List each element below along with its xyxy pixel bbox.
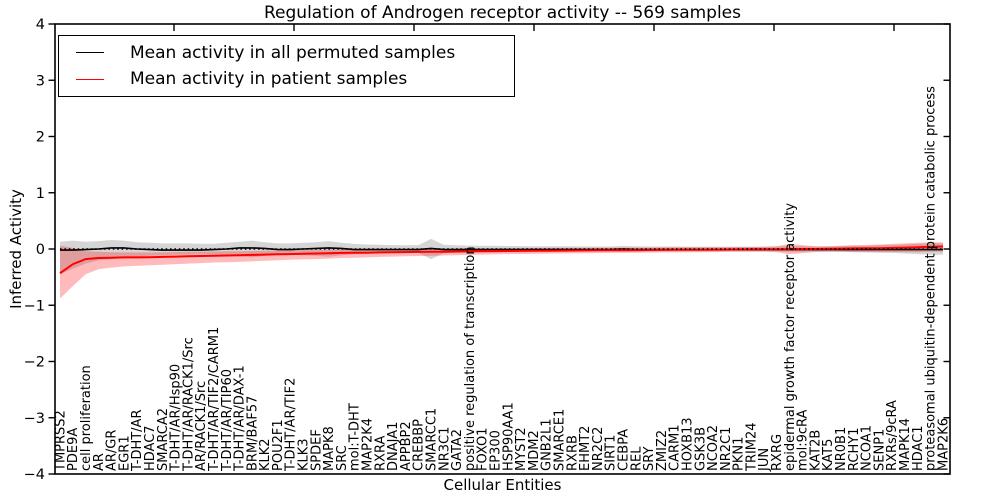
- x-tick-label: MAPK8: [322, 426, 337, 471]
- x-tick-label: GNB2L1: [540, 418, 555, 471]
- x-tick-label: mol:T-DHT: [348, 403, 363, 471]
- x-tick-label: RXRB: [565, 435, 580, 471]
- x-tick-label: MDM2: [527, 430, 542, 471]
- x-axis-label: Cellular Entities: [443, 476, 562, 494]
- x-tick-label: CEBPA: [617, 429, 632, 471]
- x-tick-label: TMPRSS2: [53, 410, 68, 472]
- x-tick-label: SPDEF: [309, 429, 324, 471]
- legend-label-permuted: Mean activity in all permuted samples: [130, 42, 456, 63]
- y-tick-label: 0: [36, 242, 45, 258]
- y-tick-label: 3: [36, 73, 45, 89]
- x-tick-label: AR: [92, 453, 107, 471]
- x-tick-label: ZMIZ2: [655, 430, 670, 471]
- x-tick-label: epidermal growth factor receptor activit…: [783, 203, 798, 471]
- x-tick-label: SMARCE1: [553, 409, 568, 471]
- x-tick-label: REL: [629, 446, 644, 471]
- x-tick-label: BRM/BAF57: [245, 396, 260, 471]
- x-tick-label: AR/RACK1/Src: [194, 381, 209, 471]
- x-tick-label: T-DHT/AR/TIF2: [284, 378, 299, 472]
- patient-line-swatch: [76, 78, 104, 80]
- y-tick-label: 4: [36, 17, 45, 33]
- x-tick-label: GSK3B: [693, 427, 708, 471]
- x-tick-label: MAP2K6: [936, 418, 951, 471]
- y-tick-label: 2: [36, 130, 45, 146]
- x-tick-label: T-DHT/AR/TIF2/CARM1: [207, 327, 222, 472]
- x-tick-label: MYST2: [514, 427, 529, 471]
- x-tick-label: RXRG: [770, 434, 785, 471]
- x-tick-label: T-DHT/AR/TIP60: [220, 369, 235, 472]
- y-tick-label: −4: [24, 467, 45, 483]
- patient-confidence-band: [60, 242, 943, 299]
- x-tick-label: SRY: [642, 447, 657, 471]
- chart-title: Regulation of Androgen receptor activity…: [264, 3, 741, 23]
- x-tick-label: T-DHT/AR/Hsp90: [169, 364, 184, 472]
- x-tick-label: DNAJA1: [386, 422, 401, 471]
- x-tick-label: PKN1: [732, 437, 747, 471]
- x-tick-label: SENP1: [872, 429, 887, 471]
- legend-entry-patient: Mean activity in patient samples: [59, 70, 514, 89]
- x-tick-label: POU2F1: [271, 419, 286, 471]
- x-tick-label: CREBBP: [412, 419, 427, 471]
- x-tick-label: SMARCA2: [156, 408, 171, 471]
- x-tick-label: T-DHT/AR/DAX-1: [233, 365, 248, 472]
- x-tick-label: HDAC1: [911, 425, 926, 471]
- x-tick-label: cell proliferation: [79, 365, 94, 471]
- x-tick-label: SMARCC1: [425, 408, 440, 471]
- y-axis-label: Inferred Activity: [7, 189, 25, 309]
- x-tick-label: EHMT2: [578, 426, 593, 471]
- x-tick-label: CARM1: [668, 425, 683, 472]
- x-tick-label: MAP2K4: [361, 418, 376, 471]
- x-tick-label: TRIM24: [744, 422, 759, 472]
- x-tick-label: KLK3: [297, 438, 312, 471]
- legend: Mean activity in all permuted samples Me…: [58, 35, 515, 97]
- x-tick-label: FOXO1: [476, 428, 491, 471]
- x-tick-label: HSP90AA1: [501, 402, 516, 471]
- x-tick-label: SIRT1: [604, 435, 619, 471]
- x-tick-label: proteasomal ubiquitin-dependent protein …: [924, 86, 939, 471]
- x-tick-label: NR0B1: [834, 427, 849, 471]
- x-tick-label: positive regulation of transcription: [463, 246, 478, 471]
- y-tick-label: −1: [24, 298, 45, 314]
- x-tick-label: NR2C2: [591, 427, 606, 471]
- x-tick-label: RXRA: [373, 436, 388, 471]
- x-tick-label: APPBP2: [399, 421, 414, 471]
- x-tick-label: RXRs/9cRA: [885, 400, 900, 471]
- permuted-line-swatch: [76, 52, 104, 54]
- x-tick-label: RCHY1: [847, 428, 862, 471]
- permuted-confidence-band: [60, 238, 943, 275]
- x-tick-label: NCOA1: [860, 425, 875, 471]
- x-tick-label: mol:9cRA: [796, 409, 811, 471]
- x-tick-label: MAPK14: [898, 418, 913, 471]
- x-tick-label: NR2C1: [719, 427, 734, 471]
- x-tick-label: KAT2B: [808, 430, 823, 471]
- x-tick-label: GATA2: [450, 429, 465, 471]
- x-tick-label: HOXB13: [681, 417, 696, 471]
- x-tick-label: PDE9A: [66, 428, 81, 471]
- x-tick-label: EP300: [489, 430, 504, 471]
- x-tick-label: EGR1: [117, 435, 132, 471]
- x-tick-label: JUN: [757, 448, 772, 472]
- x-tick-label: NR3C1: [437, 427, 452, 471]
- legend-label-patient: Mean activity in patient samples: [130, 68, 408, 89]
- y-tick-label: 1: [36, 186, 45, 202]
- x-tick-label: NCOA2: [706, 425, 721, 471]
- legend-entry-permuted: Mean activity in all permuted samples: [59, 42, 514, 63]
- x-tick-label: KLK2: [258, 438, 273, 471]
- x-tick-label: AR/GR: [105, 430, 120, 471]
- x-tick-label: HDAC7: [143, 425, 158, 471]
- x-tick-label: SRC: [335, 445, 350, 471]
- y-tick-label: −2: [24, 355, 45, 371]
- x-tick-label: KAT5: [821, 439, 836, 471]
- y-tick-label: −3: [24, 411, 45, 427]
- x-tick-label: T-DHT/AR: [130, 410, 145, 472]
- x-tick-label: T-DHT/AR/RACK1/Src: [181, 337, 196, 472]
